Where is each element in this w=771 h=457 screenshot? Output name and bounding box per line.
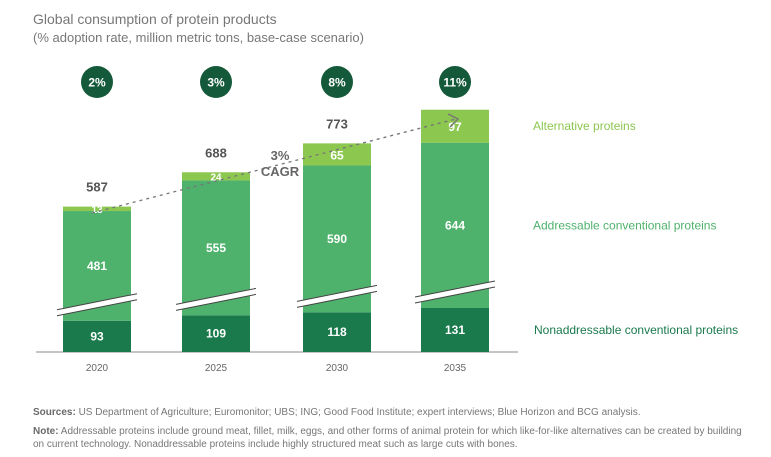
adoption-badge-2030	[321, 66, 353, 98]
value-label-nonaddressable-2035: 131	[445, 323, 465, 337]
adoption-rate-label-2030: 8%	[328, 76, 346, 90]
bar-nonaddressable-2035	[421, 307, 489, 352]
axis-break-band	[56, 293, 138, 316]
bar-alternative-2025	[182, 172, 250, 181]
legend-label-nonaddressable: Nonaddressable conventional proteins	[534, 323, 738, 337]
axis-break-band	[175, 288, 257, 311]
total-label-2030: 773	[326, 116, 348, 131]
axis-break-line	[175, 287, 257, 305]
adoption-rate-label-2020: 2%	[88, 76, 106, 90]
axis-break-band	[414, 281, 496, 303]
note-footnote: Note: Addressable proteins include groun…	[33, 425, 753, 451]
axis-break-line	[296, 284, 378, 302]
x-tick-label-2030: 2030	[326, 363, 349, 374]
value-label-addressable-2020: 481	[87, 259, 107, 273]
value-label-alternative-2030: 65	[330, 148, 344, 162]
cagr-value: 3%	[271, 148, 290, 163]
axis-break-line	[296, 290, 378, 308]
note-text: Addressable proteins include ground meat…	[33, 426, 742, 450]
adoption-badge-2025	[200, 66, 232, 98]
value-label-nonaddressable-2020: 93	[90, 329, 104, 343]
bar-addressable-2030	[303, 165, 371, 313]
cagr-label: CAGR	[261, 164, 300, 179]
adoption-rate-label-2025: 3%	[207, 76, 225, 90]
value-label-alternative-2020: 13	[91, 205, 103, 216]
chart-title: Global consumption of protein products	[33, 11, 277, 27]
bar-alternative-2030	[303, 143, 371, 166]
bar-alternative-2035	[421, 109, 489, 143]
chart-svg: 93 481 13 587 2020 2% 109 555 24 688 2025 3% 118 590 6…	[36, 66, 738, 374]
bar-alternative-2020	[63, 206, 131, 212]
value-label-alternative-2025: 24	[210, 172, 222, 183]
total-label-2025: 688	[205, 145, 227, 160]
x-tick-label-2035: 2035	[444, 363, 467, 374]
sources-text: US Department of Agriculture; Euromonito…	[75, 407, 641, 418]
sources-label: Sources:	[33, 407, 76, 418]
legend-label-addressable: Addressable conventional proteins	[533, 218, 716, 232]
axis-break-line	[56, 299, 138, 317]
value-label-alternative-2035: 97	[448, 120, 462, 134]
axis-break-band	[296, 285, 378, 308]
axis-break-line	[414, 280, 496, 298]
x-tick-label-2025: 2025	[205, 363, 228, 374]
bar-addressable-2035	[421, 142, 489, 308]
adoption-rate-label-2035: 11%	[443, 76, 467, 90]
x-tick-label-2020: 2020	[86, 363, 109, 374]
sources-footnote: Sources: US Department of Agriculture; E…	[33, 406, 753, 419]
axis-break-line	[175, 293, 257, 311]
value-label-nonaddressable-2025: 109	[206, 327, 226, 341]
chart-subtitle: (% adoption rate, million metric tons, b…	[33, 30, 364, 45]
legend-label-alternative: Alternative proteins	[533, 119, 636, 133]
bar-nonaddressable-2020	[63, 320, 131, 352]
value-label-addressable-2030: 590	[327, 232, 347, 246]
axis-break-line	[414, 286, 496, 304]
bar-nonaddressable-2025	[182, 315, 250, 352]
cagr-arrowhead-icon	[447, 113, 460, 128]
adoption-badge-2035	[439, 66, 471, 98]
value-label-addressable-2035: 644	[445, 218, 465, 232]
axis-break-line	[56, 293, 138, 311]
total-label-2020: 587	[86, 180, 108, 195]
value-label-addressable-2025: 555	[206, 241, 226, 255]
adoption-badge-2020	[81, 66, 113, 98]
bar-nonaddressable-2030	[303, 312, 371, 352]
value-label-nonaddressable-2030: 118	[327, 325, 347, 339]
note-label: Note:	[33, 426, 59, 437]
